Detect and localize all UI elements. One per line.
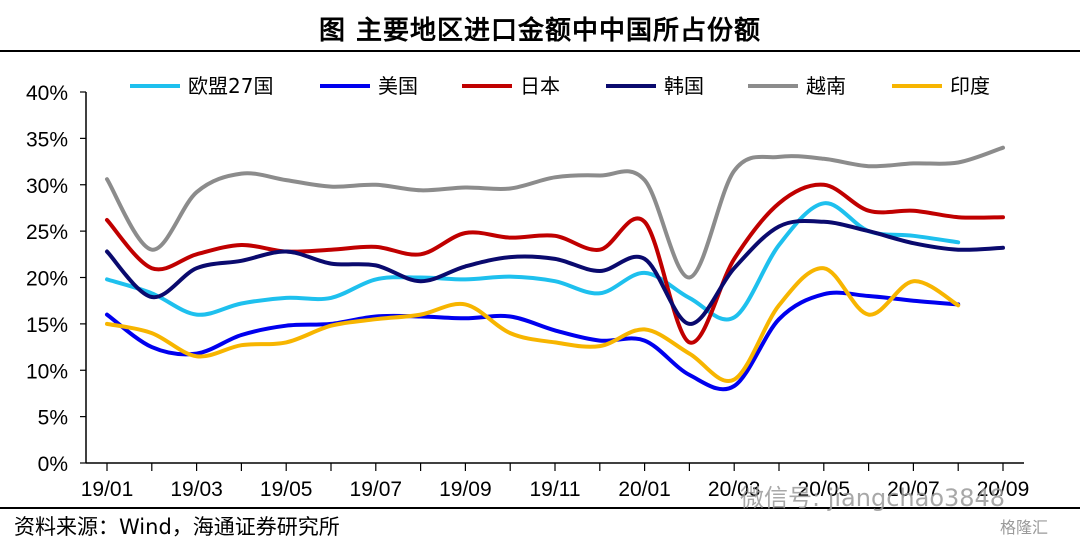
x-tick-label: 20/05 — [798, 478, 851, 501]
legend-label: 印度 — [950, 74, 990, 98]
y-tick-label: 15% — [26, 314, 68, 337]
y-tick-label: 40% — [26, 82, 68, 105]
y-tick-label: 30% — [26, 175, 68, 198]
series-line — [105, 145, 1005, 280]
x-tick-label: 20/01 — [618, 478, 671, 501]
x-tick-label: 20/09 — [977, 478, 1030, 501]
legend-label: 欧盟27国 — [188, 74, 273, 98]
y-tick-label: 20% — [26, 268, 68, 291]
series-line — [105, 266, 961, 384]
y-tick-label: 35% — [26, 128, 68, 151]
y-tick-label: 10% — [26, 360, 68, 383]
legend-label: 韩国 — [664, 74, 704, 98]
series-line — [105, 182, 1005, 345]
series-line — [105, 290, 961, 392]
x-tick-label: 19/11 — [530, 478, 581, 501]
x-tick-label: 19/03 — [170, 478, 223, 501]
series-line — [105, 201, 961, 322]
legend-label: 日本 — [520, 74, 560, 98]
x-tick-label: 19/07 — [350, 478, 403, 501]
y-tick-label: 5% — [38, 407, 68, 430]
brand-logo-text: 格隆汇 — [1000, 518, 1049, 537]
legend-label: 美国 — [378, 74, 418, 98]
y-tick-label: 0% — [38, 453, 68, 476]
series-line — [105, 218, 1005, 326]
x-tick-label: 20/03 — [708, 478, 761, 501]
y-tick-label: 25% — [26, 221, 68, 244]
wechat-watermark: 微信号: jiangchao3848 — [740, 484, 1006, 512]
source-note: 资料来源：Wind，海通证券研究所 — [14, 515, 340, 539]
x-tick-label: 19/05 — [260, 478, 313, 501]
legend-label: 越南 — [806, 74, 846, 98]
x-tick-label: 20/07 — [887, 478, 940, 501]
page-title: 图 主要地区进口金额中中国所占份额 — [318, 16, 762, 46]
x-tick-label: 19/01 — [81, 478, 134, 501]
title-bar: 图 主要地区进口金额中中国所占份额 — [0, 0, 1080, 52]
source-divider — [0, 507, 1080, 509]
x-tick-label: 19/09 — [439, 478, 492, 501]
